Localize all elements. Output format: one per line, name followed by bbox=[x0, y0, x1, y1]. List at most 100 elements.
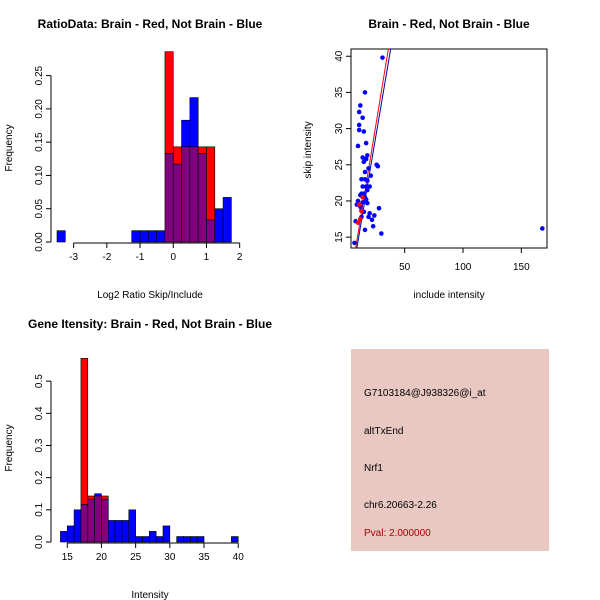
scatter-point-not-brain-42 bbox=[359, 176, 364, 182]
scatter-point-not-brain-40 bbox=[540, 226, 545, 231]
p1-x-tick-label: 2 bbox=[237, 252, 243, 263]
info-panel: G7103184@J938326@i_at altTxEnd Nrf1 chr6… bbox=[351, 349, 549, 551]
intensity-scatter-panel: Brain - Red, Not Brain - Blue include in… bbox=[303, 17, 548, 301]
scatter-title: Brain - Red, Not Brain - Blue bbox=[368, 17, 530, 31]
scatter-point-not-brain-31 bbox=[368, 173, 374, 178]
p3-y-tick-label: 0.1 bbox=[34, 502, 45, 516]
scatter-point-not-brain-48 bbox=[365, 178, 370, 184]
p3-x-tick-label: 35 bbox=[198, 552, 210, 563]
p1-bar-not-brain-0 bbox=[56, 230, 66, 243]
p3-bar-not-brain-0 bbox=[60, 531, 68, 543]
p1-bar-not-brain-19 bbox=[214, 208, 224, 243]
p1-bar-brain-17 bbox=[197, 146, 207, 154]
scatter-point-not-brain-47 bbox=[367, 184, 372, 189]
p3-bar-not-brain-1 bbox=[66, 525, 75, 543]
p3-bar-not-brain-25 bbox=[231, 536, 239, 543]
scatter-point-not-brain-24 bbox=[363, 140, 369, 146]
scatter-point-not-brain-26 bbox=[365, 200, 370, 206]
scatter-point-not-brain-29 bbox=[366, 166, 371, 171]
scatter-y-tick-label: 40 bbox=[334, 50, 345, 62]
scatter-point-not-brain-27 bbox=[365, 153, 370, 158]
p3-x-tick-label: 15 bbox=[62, 552, 74, 563]
p3-bar-overlap-6 bbox=[101, 498, 109, 543]
scatter-point-not-brain-28 bbox=[366, 214, 371, 220]
scatter-point-not-brain-23 bbox=[363, 156, 369, 162]
scatter-point-not-brain-38 bbox=[379, 231, 384, 236]
scatter-point-not-brain-3 bbox=[355, 198, 361, 204]
scatter-point-not-brain-0 bbox=[352, 240, 357, 246]
gene-intensity-xlabel: Intensity bbox=[131, 590, 168, 600]
ratio-histogram-panel: RatioData: Brain - Red, Not Brain - Blue… bbox=[4, 17, 263, 301]
scatter-ylabel: skip intensity bbox=[303, 121, 314, 178]
scatter-point-not-brain-45 bbox=[360, 200, 365, 205]
p1-x-tick-label: 1 bbox=[204, 252, 210, 263]
p1-x-tick-label: -1 bbox=[136, 252, 145, 263]
scatter-point-brain-0 bbox=[355, 220, 361, 225]
scatter-point-not-brain-36 bbox=[375, 163, 381, 169]
p3-bar-not-brain-17 bbox=[176, 536, 184, 543]
p1-bar-overlap-15 bbox=[181, 146, 191, 243]
p3-x-tick-label: 25 bbox=[130, 552, 142, 563]
info-event-type: altTxEnd bbox=[364, 426, 403, 437]
scatter-point-brain-4 bbox=[360, 195, 365, 200]
p3-y-tick-label: 0.2 bbox=[34, 470, 45, 484]
p3-bar-not-brain-14 bbox=[155, 536, 164, 543]
p3-bar-not-brain-9 bbox=[121, 520, 130, 543]
p3-x-tick-label: 30 bbox=[164, 552, 176, 563]
scatter-point-not-brain-18 bbox=[362, 90, 368, 95]
scatter-point-not-brain-19 bbox=[362, 169, 368, 175]
info-probe-id: G7103184@J938326@i_at bbox=[364, 388, 486, 399]
p3-bar-not-brain-18 bbox=[183, 536, 191, 543]
scatter-point-brain-2 bbox=[356, 202, 362, 207]
scatter-y-tick-label: 15 bbox=[334, 231, 345, 243]
p1-bar-overlap-16 bbox=[189, 146, 199, 243]
scatter-point-not-brain-8 bbox=[358, 103, 363, 108]
p3-bar-brain-4 bbox=[87, 495, 95, 500]
scatter-point-not-brain-15 bbox=[360, 115, 365, 121]
scatter-point-not-brain-22 bbox=[362, 227, 368, 233]
p1-y-tick-label: 0.25 bbox=[34, 65, 45, 85]
gene-intensity-histogram-panel: Gene Itensity: Brain - Red, Not Brain - … bbox=[4, 317, 272, 600]
scatter-point-not-brain-5 bbox=[356, 127, 362, 133]
p3-bar-overlap-3 bbox=[80, 504, 89, 543]
p3-bar-not-brain-8 bbox=[114, 520, 123, 543]
scatter-point-not-brain-7 bbox=[356, 109, 362, 115]
info-pval: Pval: 2.000000 bbox=[364, 528, 431, 539]
p3-bar-brain-6 bbox=[101, 495, 109, 500]
p1-bar-brain-13 bbox=[164, 51, 174, 154]
scatter-point-not-brain-39 bbox=[380, 55, 385, 60]
p1-y-tick-label: 0.10 bbox=[34, 165, 45, 185]
p3-bar-not-brain-19 bbox=[190, 536, 198, 543]
scatter-point-not-brain-43 bbox=[361, 191, 367, 197]
scatter-point-not-brain-14 bbox=[360, 155, 365, 160]
scatter-x-tick-label: 150 bbox=[513, 262, 530, 273]
p3-y-tick-label: 0.0 bbox=[34, 535, 45, 549]
p3-y-tick-label: 0.3 bbox=[34, 438, 45, 452]
scatter-point-brain-3 bbox=[359, 208, 364, 214]
p1-bar-not-brain-12 bbox=[156, 230, 166, 243]
p3-bar-not-brain-11 bbox=[135, 536, 143, 543]
scatter-point-not-brain-6 bbox=[356, 122, 362, 128]
p1-x-tick-label: -3 bbox=[69, 252, 78, 263]
p1-bar-overlap-18 bbox=[206, 219, 216, 243]
p1-bar-not-brain-11 bbox=[148, 230, 157, 243]
scatter-point-brain-1 bbox=[358, 216, 363, 222]
p3-bar-not-brain-2 bbox=[73, 509, 82, 543]
scatter-point-not-brain-17 bbox=[361, 129, 367, 134]
p1-x-tick-label: 0 bbox=[170, 252, 176, 263]
p1-bar-not-brain-15 bbox=[181, 119, 191, 148]
p3-bar-overlap-4 bbox=[87, 498, 95, 543]
p1-y-tick-label: 0.20 bbox=[34, 99, 45, 119]
p3-bar-not-brain-10 bbox=[128, 509, 136, 543]
info-gene-name: Nrf1 bbox=[364, 463, 383, 474]
scatter-point-not-brain-4 bbox=[355, 143, 361, 149]
p3-bar-not-brain-13 bbox=[149, 531, 157, 543]
p1-bar-not-brain-20 bbox=[222, 197, 232, 243]
ratio-histogram-xlabel: Log2 Ratio Skip/Include bbox=[97, 290, 203, 301]
scatter-point-not-brain-44 bbox=[363, 184, 369, 189]
scatter-point-not-brain-30 bbox=[367, 210, 372, 216]
ratio-histogram-ylabel: Frequency bbox=[4, 124, 15, 171]
p1-bar-overlap-14 bbox=[172, 163, 182, 243]
scatter-point-not-brain-37 bbox=[376, 205, 382, 211]
